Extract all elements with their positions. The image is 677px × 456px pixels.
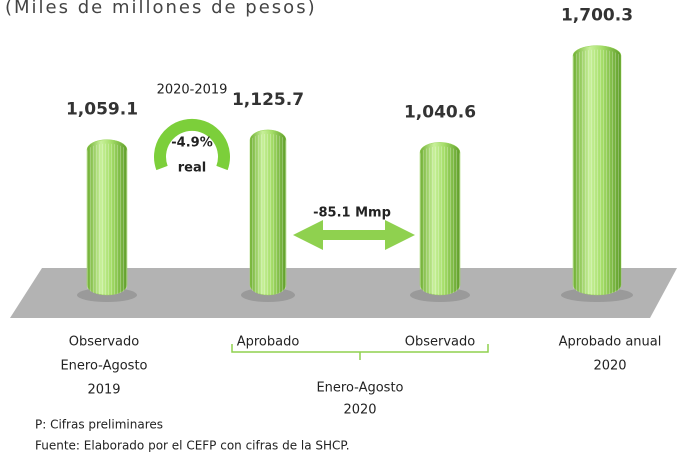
x-tick-label: 2019 [87, 383, 120, 398]
group-label: 2020 [343, 403, 376, 418]
value-label: 1,040.6 [404, 102, 476, 122]
note: Fuente: Elaborado por el CEFP con cifras… [35, 439, 350, 453]
group-label: Enero-Agosto [316, 381, 403, 396]
floor [10, 268, 677, 318]
bar-texture [420, 146, 460, 295]
annotation: -85.1 Mmp [313, 206, 391, 221]
x-tick-label: Aprobado [237, 335, 300, 350]
x-tick-label: Observado [405, 335, 476, 350]
subtitle: (Miles de millones de pesos) [5, 0, 317, 18]
annotation: 2020-2019 [157, 83, 228, 98]
value-label: 1,059.1 [66, 100, 138, 120]
annotation: real [178, 161, 206, 176]
x-tick-label: Aprobado anual [559, 335, 662, 350]
bar-texture [250, 133, 286, 295]
annotation: -4.9% [171, 136, 212, 151]
x-tick-label: Observado [69, 335, 140, 350]
bar-texture [87, 143, 127, 295]
value-label: 1,700.3 [561, 6, 633, 26]
note: P: Cifras preliminares [35, 418, 163, 432]
bar-texture [573, 49, 621, 295]
group-bracket [231, 344, 489, 360]
change-arc [154, 118, 230, 171]
x-tick-label: 2020 [593, 359, 626, 374]
x-tick-label: Enero-Agosto [60, 359, 147, 374]
value-label: 1,125.7 [232, 90, 304, 110]
